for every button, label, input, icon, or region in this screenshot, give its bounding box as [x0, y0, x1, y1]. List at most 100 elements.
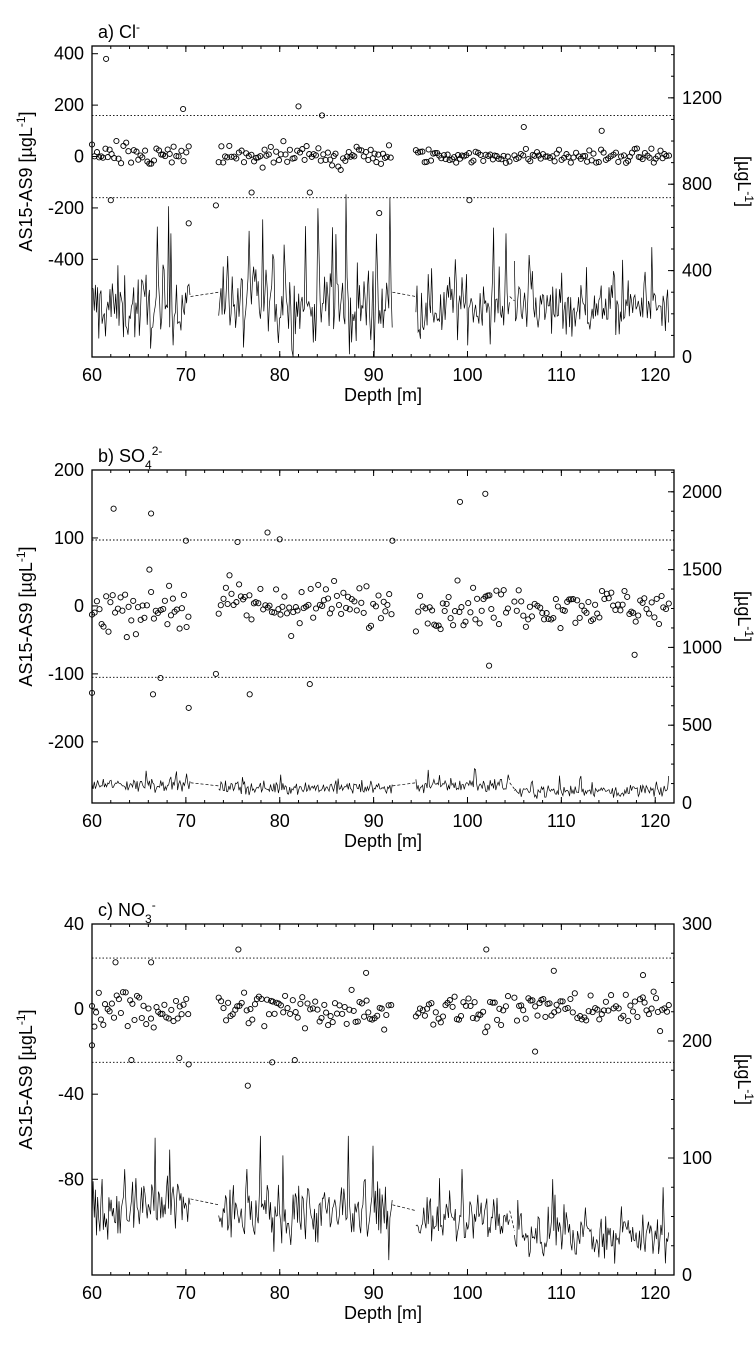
difference-point [314, 1006, 321, 1013]
difference-point [91, 609, 98, 616]
difference-point [183, 623, 190, 631]
left-axis-title: AS15-AS9 [µgL-1] [14, 111, 36, 251]
x-axis-title: Depth [m] [344, 385, 422, 405]
difference-point [446, 157, 453, 164]
difference-point [125, 148, 132, 155]
difference-point [429, 607, 436, 614]
outlier-point [306, 189, 313, 196]
x-tick-label: 70 [176, 811, 196, 831]
difference-point [261, 146, 268, 153]
difference-point [226, 572, 233, 579]
concentration-gap-connector [190, 1198, 219, 1206]
difference-point [520, 152, 527, 159]
difference-point [657, 1028, 664, 1035]
difference-point [594, 1006, 601, 1013]
left-tick-label: 0 [74, 147, 84, 167]
difference-point [170, 1018, 177, 1025]
outlier-point [246, 691, 253, 698]
difference-point [105, 628, 112, 635]
difference-point [133, 148, 140, 155]
difference-point [381, 1026, 388, 1033]
difference-point [358, 599, 365, 606]
left-tick-label: -200 [48, 198, 84, 218]
difference-point [185, 1011, 192, 1018]
difference-point [175, 153, 182, 160]
difference-point [247, 1006, 254, 1013]
difference-point [365, 1009, 372, 1016]
difference-point [489, 999, 496, 1006]
difference-point [522, 1015, 529, 1022]
difference-point [518, 598, 525, 605]
difference-point [648, 599, 655, 606]
difference-point [590, 150, 597, 157]
difference-point [386, 591, 393, 598]
difference-point [241, 989, 248, 996]
difference-point [336, 1002, 343, 1009]
difference-point [271, 609, 278, 616]
difference-point [378, 1005, 385, 1012]
difference-point [169, 595, 176, 602]
difference-point [248, 616, 255, 623]
x-tick-label: 120 [640, 1283, 670, 1303]
right-axis-title: [µgL-1] [734, 591, 754, 642]
difference-point [422, 605, 429, 612]
difference-point [425, 146, 432, 153]
difference-point [618, 153, 625, 160]
panel-1: 60 70 80 90 100 110 120 400 200 0 -200 -400 0 400 800 1… [14, 20, 754, 405]
right-tick-label: 0 [682, 347, 692, 367]
difference-point [419, 148, 426, 155]
difference-point [286, 146, 293, 153]
difference-point [377, 615, 384, 622]
difference-point [522, 145, 529, 152]
outlier-point [157, 674, 164, 682]
difference-point [493, 587, 500, 594]
difference-point [338, 610, 345, 617]
difference-point [138, 1014, 145, 1022]
outlier-point [291, 1057, 298, 1064]
difference-point [170, 143, 177, 150]
difference-point [596, 1016, 603, 1023]
difference-point [470, 157, 477, 164]
difference-point [178, 1011, 185, 1018]
difference-point [185, 143, 192, 150]
outlier-point [176, 1054, 183, 1062]
difference-point [225, 999, 232, 1006]
difference-point [119, 607, 126, 614]
difference-point [367, 146, 374, 153]
difference-point [437, 626, 444, 633]
difference-point [137, 152, 144, 159]
difference-point [653, 595, 660, 602]
difference-point [551, 158, 558, 165]
difference-point [259, 164, 266, 171]
difference-point [522, 623, 529, 630]
outlier-point [107, 197, 114, 204]
difference-point [161, 597, 168, 604]
outlier-point [149, 691, 157, 698]
difference-point [297, 1000, 304, 1007]
difference-point [337, 166, 344, 173]
difference-point [511, 598, 518, 605]
difference-point [462, 618, 469, 625]
difference-point [432, 1009, 439, 1016]
difference-point [630, 609, 637, 616]
difference-point [115, 155, 122, 162]
difference-point [279, 603, 286, 610]
concentration-line-segment [218, 774, 393, 796]
difference-point [178, 605, 185, 612]
difference-point [354, 1018, 361, 1025]
difference-point [172, 997, 180, 1005]
x-tick-label: 90 [364, 811, 384, 831]
concentration-gap-connector [190, 291, 219, 297]
plot-frame [91, 469, 675, 804]
difference-point [147, 1015, 155, 1022]
difference-point [304, 1000, 311, 1007]
x-tick-label: 110 [547, 365, 576, 385]
difference-point [460, 999, 467, 1006]
right-tick-label: 1200 [682, 88, 722, 108]
difference-point [444, 151, 451, 158]
difference-point [451, 993, 458, 1000]
difference-point [665, 152, 673, 159]
concentration-line-segment [415, 767, 510, 794]
difference-point [525, 156, 532, 163]
